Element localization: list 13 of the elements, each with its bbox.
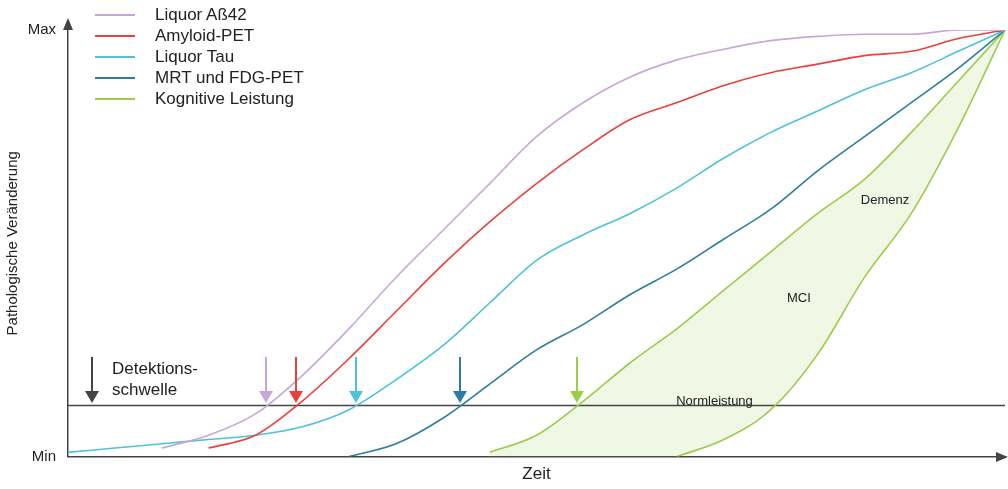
legend-label: Detektions-schwelle bbox=[112, 359, 198, 400]
y-axis-title: Pathologische Veränderung bbox=[3, 151, 21, 336]
legend-label: Liquor Aß42 bbox=[155, 4, 247, 25]
annotation: Normleistung bbox=[676, 392, 753, 408]
text: Max bbox=[27, 20, 57, 38]
text: Min bbox=[31, 446, 56, 464]
annotation: Demenz bbox=[860, 192, 910, 208]
legend-label: Liquor Tau bbox=[155, 46, 235, 67]
x-axis-title: Zeit bbox=[522, 464, 551, 484]
legend-label: MRT und FDG-PET bbox=[155, 67, 304, 88]
legend-label: Kognitive Leistung bbox=[155, 88, 294, 109]
annotation: MCI bbox=[786, 290, 811, 306]
legend-label: Amyloid-PET bbox=[155, 25, 255, 46]
